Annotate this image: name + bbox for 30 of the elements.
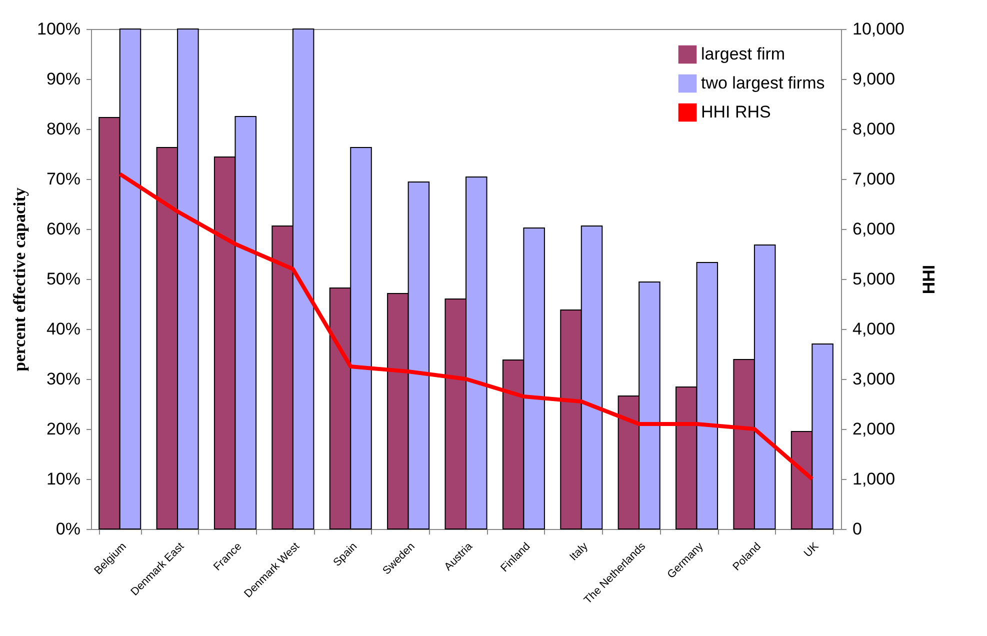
- y2-tick-label: 6,000: [852, 220, 896, 238]
- y-tick-label: 60%: [46, 220, 80, 238]
- y2-tick-label: 3,000: [852, 370, 896, 388]
- y-tick-label: 30%: [46, 370, 80, 388]
- y2-tick-label: 7,000: [852, 170, 896, 188]
- y-tick-label: 70%: [46, 170, 80, 188]
- legend-label: two largest firms: [701, 74, 825, 92]
- y-axis-title: percent effective capacity: [10, 187, 30, 372]
- y-tick-label: 10%: [46, 470, 80, 488]
- y-tick-label: 80%: [46, 120, 80, 138]
- y-tick-label: 100%: [37, 20, 80, 38]
- line-series: [118, 172, 814, 481]
- x-tick-label: Italy: [568, 540, 591, 564]
- y2-tick-label: 5,000: [852, 270, 896, 288]
- y2-tick-label: 10,000: [852, 20, 904, 38]
- y2-axis-title: HHI: [919, 264, 938, 294]
- y-tick-label: 50%: [46, 270, 80, 288]
- y2-tick-label: 9,000: [852, 70, 896, 88]
- y2-tick-label: 1,000: [852, 470, 896, 488]
- y2-tick-label: 2,000: [852, 420, 896, 438]
- legend-label: largest firm: [701, 44, 786, 64]
- y2-tick-label: 8,000: [852, 120, 896, 138]
- legend-label: HHI RHS: [701, 102, 771, 122]
- y-tick-label: 40%: [46, 320, 80, 338]
- y-tick-label: 20%: [46, 420, 80, 438]
- y2-tick-label: 4,000: [852, 320, 896, 338]
- y-tick-label: 90%: [46, 70, 80, 88]
- x-tick-label: UK: [802, 540, 822, 560]
- y-tick-label: 0%: [56, 520, 80, 538]
- y2-tick-label: 0: [852, 520, 862, 538]
